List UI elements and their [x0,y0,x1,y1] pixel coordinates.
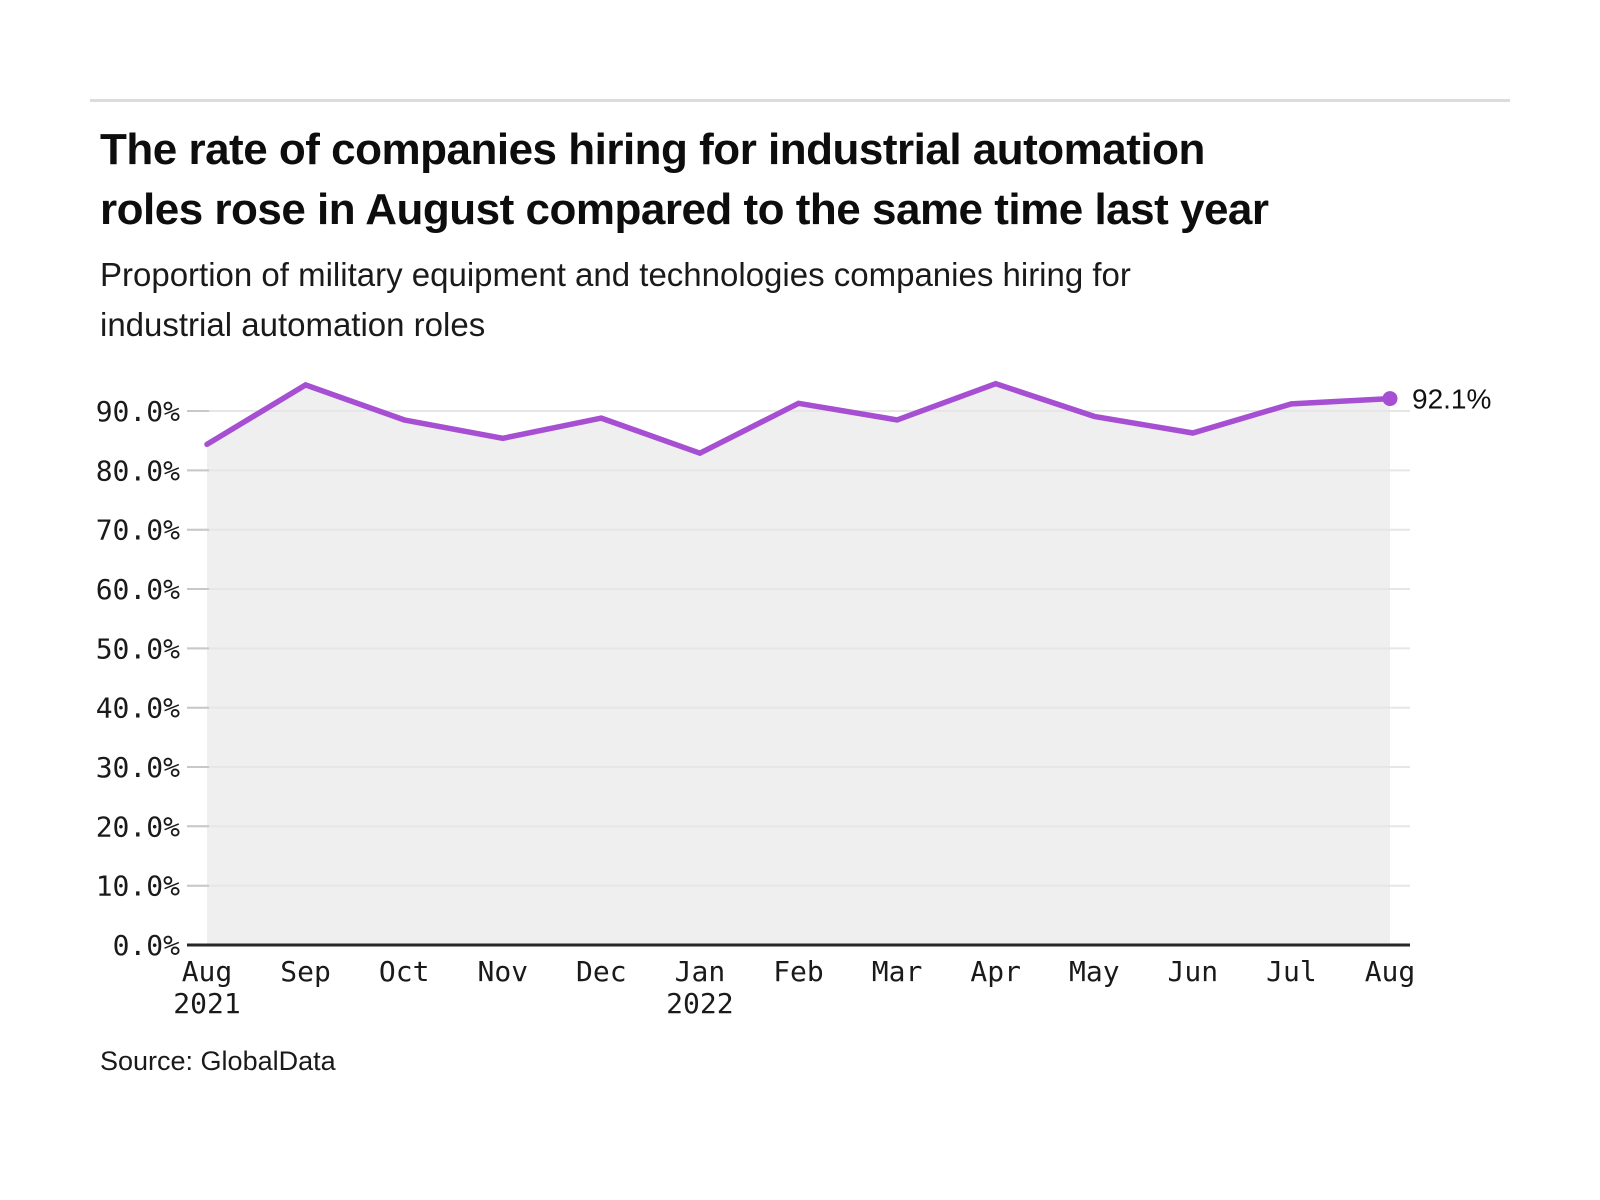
x-tick-label: Apr [970,955,1021,988]
x-tick-label: Dec [576,955,627,988]
y-tick-label: 90.0% [96,395,180,428]
source-note: Source: GlobalData [100,1046,336,1076]
series-line [204,380,1393,457]
page-title-line-2: roles rose in August compared to the sam… [100,185,1269,234]
x-tick-label: Feb [773,955,824,988]
x-tick-year-label: 2021 [173,987,240,1020]
x-tick-label: Nov [478,955,529,988]
page-subtitle-line-1: Proportion of military equipment and tec… [100,256,1131,293]
page-subtitle: Proportion of military equipment and tec… [100,250,1480,350]
y-tick-label: 10.0% [96,870,180,903]
x-tick-label: Oct [379,955,430,988]
y-tick-label: 0.0% [113,929,181,962]
x-tick-label: Jul [1266,955,1317,988]
last-point-dot [1382,391,1398,407]
y-tick-label: 60.0% [96,573,180,606]
x-tick-label: Aug [182,955,233,988]
top-divider [90,99,1510,102]
page-subtitle-line-2: industrial automation roles [100,306,486,343]
y-tick-label: 20.0% [96,810,180,843]
page-title: The rate of companies hiring for industr… [100,120,1480,240]
x-tick-label: Sep [280,955,331,988]
page-title-line-1: The rate of companies hiring for industr… [100,125,1205,174]
y-tick-label: 40.0% [96,692,180,725]
y-tick-label: 30.0% [96,751,180,784]
x-tick-label: May [1069,955,1120,988]
chart-area-fill [207,383,1390,945]
y-tick-label: 50.0% [96,632,180,665]
y-tick-label: 80.0% [96,454,180,487]
end-value-label: 92.1% [1412,384,1491,415]
x-tick-label: Mar [872,955,923,988]
x-tick-label: Aug [1365,955,1416,988]
x-tick-year-label: 2022 [666,987,733,1020]
y-tick-label: 70.0% [96,514,180,547]
x-tick-label: Jan [675,955,726,988]
x-tick-label: Jun [1168,955,1219,988]
